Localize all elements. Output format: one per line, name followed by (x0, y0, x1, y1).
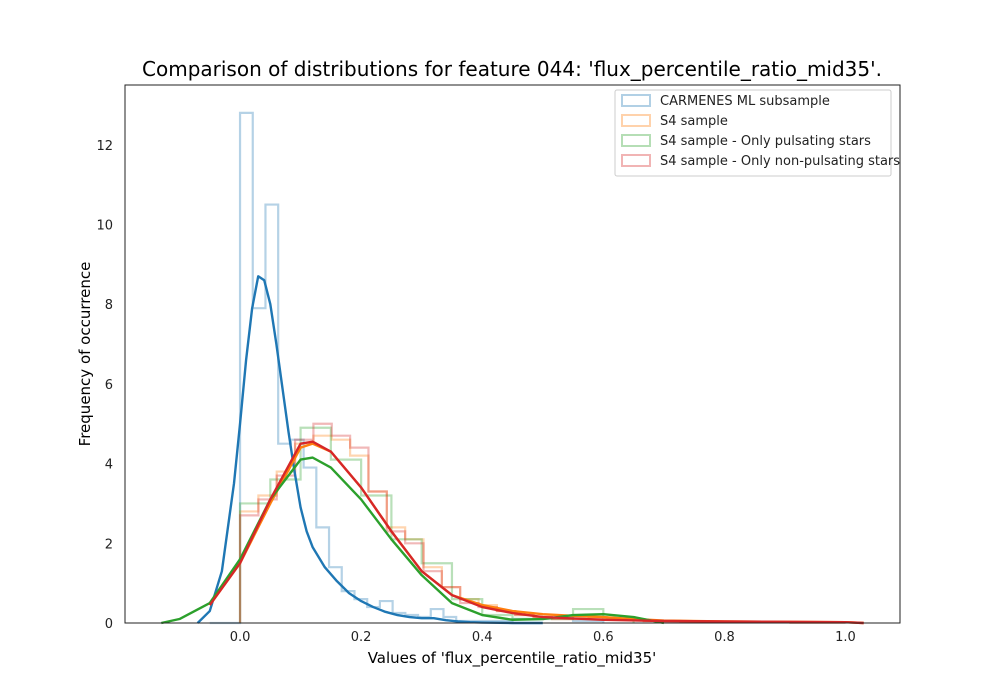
x-tick-label: 0.4 (472, 630, 493, 645)
y-tick-label: 10 (96, 218, 113, 233)
legend-label: S4 sample (660, 114, 728, 129)
y-tick-label: 4 (105, 458, 113, 473)
legend-swatch (621, 94, 651, 107)
y-axis-ticks: 0 2 4 6 8 10 12 (96, 139, 113, 632)
legend-swatch (621, 134, 651, 147)
histogram-series (209, 111, 605, 625)
kde-curve (196, 275, 543, 625)
x-tick-label: 0.0 (230, 630, 251, 645)
legend-swatch (621, 114, 651, 127)
histogram-bar (277, 472, 295, 623)
x-tick-label: 0.8 (714, 630, 735, 645)
kde-curve (208, 440, 864, 625)
legend-swatch (621, 154, 651, 167)
histogram-bar (431, 609, 444, 623)
histogram-bar (304, 468, 317, 623)
histogram-bar (387, 527, 405, 623)
histogram-bar (240, 503, 270, 623)
histogram-outline (238, 426, 635, 623)
histogram-outline (209, 111, 605, 625)
kde-layer (161, 275, 864, 625)
y-tick-label: 6 (105, 378, 113, 393)
x-axis-ticks: 0.0 0.2 0.4 0.6 0.8 1.0 (230, 630, 856, 645)
legend-box (614, 89, 892, 177)
histogram-bar (332, 440, 350, 623)
histogram-bar (265, 205, 278, 623)
y-tick-label: 0 (105, 617, 113, 632)
histogram-bar (295, 444, 313, 623)
legend-label: S4 sample - Only pulsating stars (660, 134, 871, 149)
histogram-bar (253, 308, 266, 623)
histogram-bar (316, 527, 329, 623)
x-tick-label: 0.2 (351, 630, 372, 645)
x-axis-label: Values of 'flux_percentile_ratio_mid35' (368, 649, 657, 668)
kde-curve (161, 456, 665, 625)
plot-frame (124, 84, 901, 624)
chart-title: Comparison of distributions for feature … (142, 57, 882, 81)
histogram-bar (350, 456, 368, 623)
histogram-series (238, 426, 635, 623)
y-tick-label: 8 (105, 298, 113, 313)
y-tick-label: 2 (105, 537, 113, 552)
histogram-bar (277, 476, 295, 623)
y-tick-label: 12 (96, 139, 113, 154)
legend: CARMENES ML subsample S4 sample S4 sample … (614, 89, 900, 177)
x-tick-label: 1.0 (835, 630, 856, 645)
histogram-outline (238, 434, 847, 624)
histogram-bar (270, 480, 300, 623)
histogram-series (238, 434, 847, 624)
legend-label: CARMENES ML subsample (660, 94, 830, 109)
x-tick-label: 0.6 (593, 630, 614, 645)
legend-label: S4 sample - Only non-pulsating stars (660, 154, 900, 169)
y-axis-label: Frequency of occurrence (76, 262, 94, 447)
histogram-bar (258, 495, 276, 623)
histogram-layer (209, 111, 847, 625)
plot-area (161, 111, 864, 625)
